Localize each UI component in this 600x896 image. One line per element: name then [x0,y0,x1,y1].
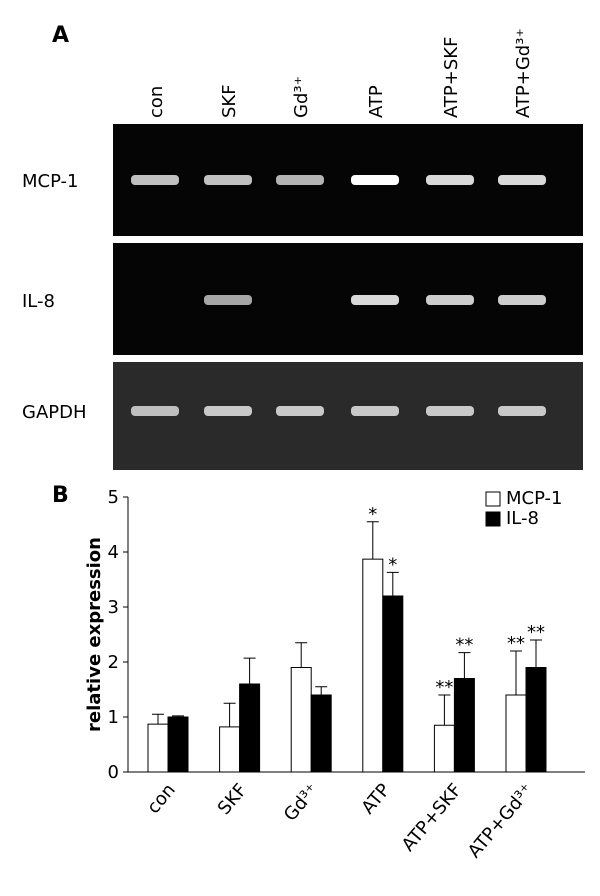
bar [505,694,527,773]
legend-label: MCP-1 [506,488,563,509]
significance-mark: ** [527,622,545,643]
lane-label: con [146,86,167,118]
x-tick-label: Gd³⁺ [280,780,323,826]
bar [147,723,169,773]
bar [290,667,312,773]
error-bar [458,652,471,679]
error-bar [510,650,522,695]
band [351,406,399,416]
y-tick-label: 1 [108,707,119,728]
bar [382,595,404,773]
lane-label: ATP+Gd³⁺ [513,28,534,118]
row-label: IL-8 [22,291,55,312]
band [131,175,179,185]
error-bar [152,713,164,725]
legend-label: IL-8 [506,508,539,529]
panel-label: A [52,23,69,48]
y-axis-label: relative expression [84,537,105,732]
bar [239,683,261,773]
significance-mark: ** [455,635,473,656]
bar [433,724,455,773]
band [351,175,399,185]
bar [525,667,547,773]
bar [453,678,475,773]
error-bar [386,571,399,596]
error-bar [315,686,328,695]
error-bar [223,702,236,727]
band [204,175,252,185]
y-tick-label: 5 [108,487,119,508]
error-bar [295,642,308,668]
legend-swatch [485,511,501,527]
error-bar [366,521,379,560]
band [498,295,546,305]
y-tick-label: 4 [108,542,119,563]
bar [219,726,241,773]
band [426,406,474,416]
row-label: GAPDH [22,402,87,423]
lane-label: Gd³⁺ [291,76,312,118]
band [204,295,252,305]
x-tick-label: ATP+Gd³⁺ [464,780,538,862]
error-bar [438,694,451,726]
y-tick-label: 2 [108,652,119,673]
lane-label: ATP [366,85,387,118]
bar [167,716,189,773]
error-bar [243,657,256,684]
lane-label: SKF [219,84,240,118]
bar [362,558,384,773]
x-tick-label: ATP [357,780,394,819]
band [276,406,324,416]
band [204,406,252,416]
band [351,295,399,305]
band [498,406,546,416]
x-tick-label: ATP+SKF [398,780,466,856]
x-tick-label: SKF [214,780,252,819]
significance-mark: * [388,554,397,575]
band [131,406,179,416]
band [498,175,546,185]
error-bar [172,715,184,717]
bar [310,694,332,773]
significance-mark: * [368,504,377,525]
lane-label: ATP+SKF [441,37,462,118]
band [426,295,474,305]
error-bar [530,639,542,668]
y-tick-label: 3 [108,597,119,618]
band [276,175,324,185]
band [426,175,474,185]
y-tick-label: 0 [108,762,119,783]
panel-label: B [52,483,69,508]
significance-mark: ** [435,677,453,698]
row-label: MCP-1 [22,171,79,192]
x-tick-label: con [143,780,180,818]
significance-mark: ** [507,633,525,654]
legend-swatch [485,491,501,507]
